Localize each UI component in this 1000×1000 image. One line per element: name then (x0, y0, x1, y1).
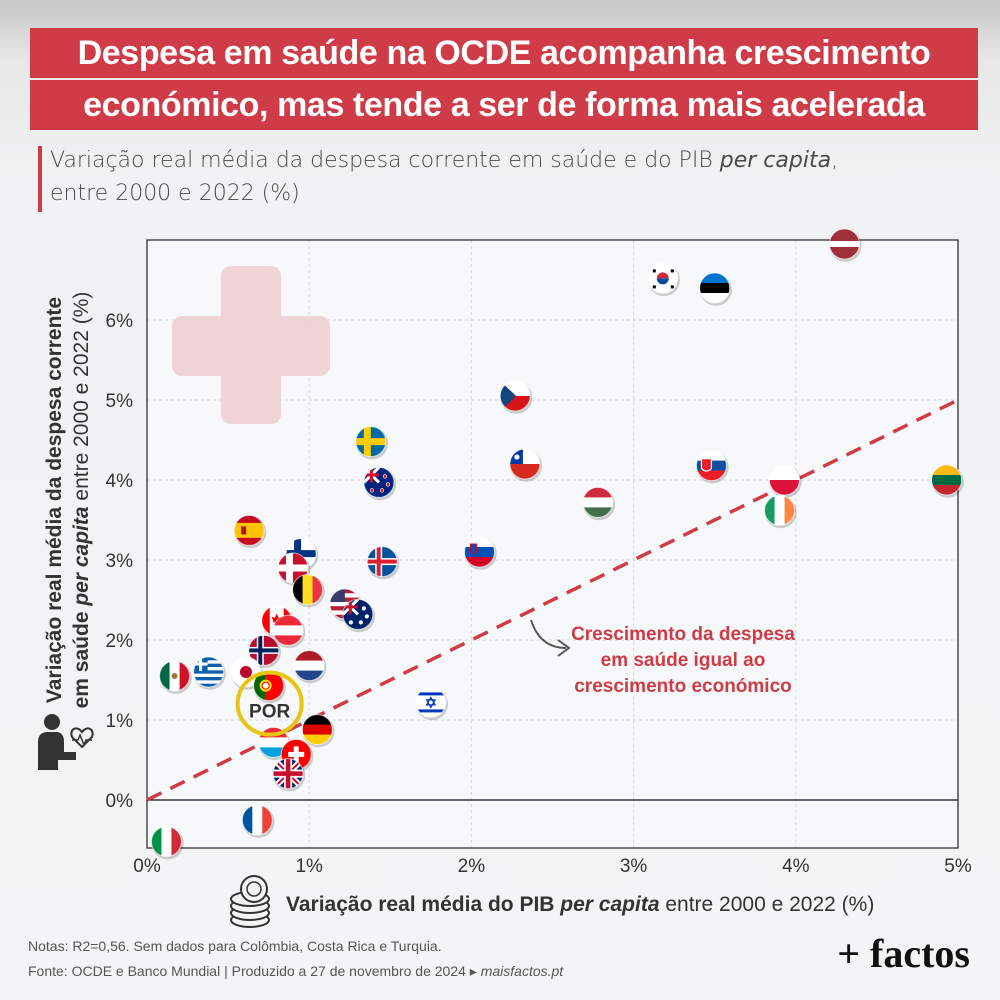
y-tick-label: 0% (106, 791, 134, 812)
y-tick-label: 3% (106, 551, 134, 572)
y-tick-label: 2% (106, 631, 134, 652)
subtitle-accent-bar (38, 146, 42, 212)
flag-point-cz (499, 380, 533, 414)
y-tick-label: 5% (106, 391, 134, 412)
subtitle-part2: , (831, 148, 839, 173)
y-axis-label-line2-italic: per capita (70, 506, 93, 606)
title-line-1: Despesa em saúde na OCDE acompanha cresc… (30, 28, 978, 78)
reference-line-label: crescimento económico (574, 676, 792, 697)
flag-point-lt (931, 464, 964, 498)
notes: Notas: R2=0,56. Sem dados para Colômbia,… (28, 938, 442, 954)
flag-point-gr (193, 656, 226, 690)
y-axis-label-line2-bold: em saúde (70, 605, 93, 709)
flag-point-be (292, 574, 325, 608)
source-text: Fonte: OCDE e Banco Mundial | Produzido … (28, 963, 481, 979)
flag-point-at (272, 614, 306, 649)
flag-point-fr (241, 804, 275, 838)
coins-icon (230, 875, 270, 928)
flag-point-cl (509, 448, 543, 482)
flag-point-lv (828, 228, 862, 262)
x-tick-label: 1% (295, 856, 323, 877)
x-axis-label: Variação real média do PIB per capita en… (286, 893, 874, 917)
flag-point-pl (768, 464, 802, 498)
subtitle-line2: entre 2000 e 2022 (%) (50, 181, 300, 206)
reference-line (146, 398, 959, 802)
subtitle: Variação real média da despesa corrente … (50, 144, 950, 210)
patient-heart-icon (38, 714, 94, 770)
flag-point-de (301, 714, 335, 748)
medical-cross-icon (172, 266, 330, 424)
reference-line-label: em saúde igual ao (601, 650, 766, 671)
flag-point-nz (363, 466, 397, 501)
flag-point-mx (159, 660, 192, 694)
curved-arrow-head (557, 639, 571, 657)
flag-point-ie (764, 494, 797, 529)
portugal-highlight-label: POR (249, 702, 290, 723)
y-axis-label: Variação real média da despesa corrente … (41, 290, 95, 710)
flag-point-es (233, 514, 267, 549)
plot-frame (146, 239, 959, 849)
flag-point-ee (699, 272, 732, 306)
flag-point-sk (695, 450, 729, 484)
portugal-highlight-ring (235, 670, 304, 737)
x-tick-label: 3% (620, 856, 648, 877)
x-tick-label: 0% (133, 856, 161, 877)
subtitle-part1: Variação real média da despesa corrente … (50, 148, 720, 173)
subtitle-italic: per capita (719, 148, 832, 173)
y-axis-label-line2-rest: entre 2000 e 2022 (%) (70, 291, 93, 507)
flag-point-is (366, 546, 400, 580)
flag-point-au (342, 598, 376, 633)
y-axis-label-line1: Variação real média da despesa corrente (43, 296, 66, 704)
x-axis-label-italic: per capita (560, 893, 660, 916)
x-tick-label: 5% (944, 856, 972, 877)
curved-arrow-icon (530, 619, 567, 649)
y-tick-label: 6% (106, 311, 134, 332)
x-axis-label-bold: Variação real média do PIB (286, 893, 561, 916)
source: Fonte: OCDE e Banco Mundial | Produzido … (28, 963, 563, 980)
flag-point-kr (647, 262, 680, 297)
y-tick-label: 4% (106, 471, 134, 492)
title-line-2: económico, mas tende a ser de forma mais… (30, 80, 978, 130)
flag-point-se (355, 426, 389, 460)
flag-point-pt (253, 670, 286, 704)
flag-point-it (150, 826, 184, 860)
flag-point-si (464, 536, 497, 570)
source-link[interactable]: maisfactos.pt (480, 963, 564, 979)
x-axis-label-rest: entre 2000 e 2022 (%) (659, 893, 875, 916)
reference-line-label: Crescimento da despesa (571, 624, 795, 645)
x-tick-label: 2% (458, 856, 486, 877)
x-tick-label: 4% (782, 856, 810, 877)
flag-point-hu (582, 486, 616, 521)
flag-point-nl (293, 650, 327, 684)
factos-logo: + factos (837, 931, 970, 976)
flag-point-gb (272, 758, 306, 792)
y-tick-label: 1% (106, 711, 134, 732)
flag-point-il (415, 686, 449, 721)
